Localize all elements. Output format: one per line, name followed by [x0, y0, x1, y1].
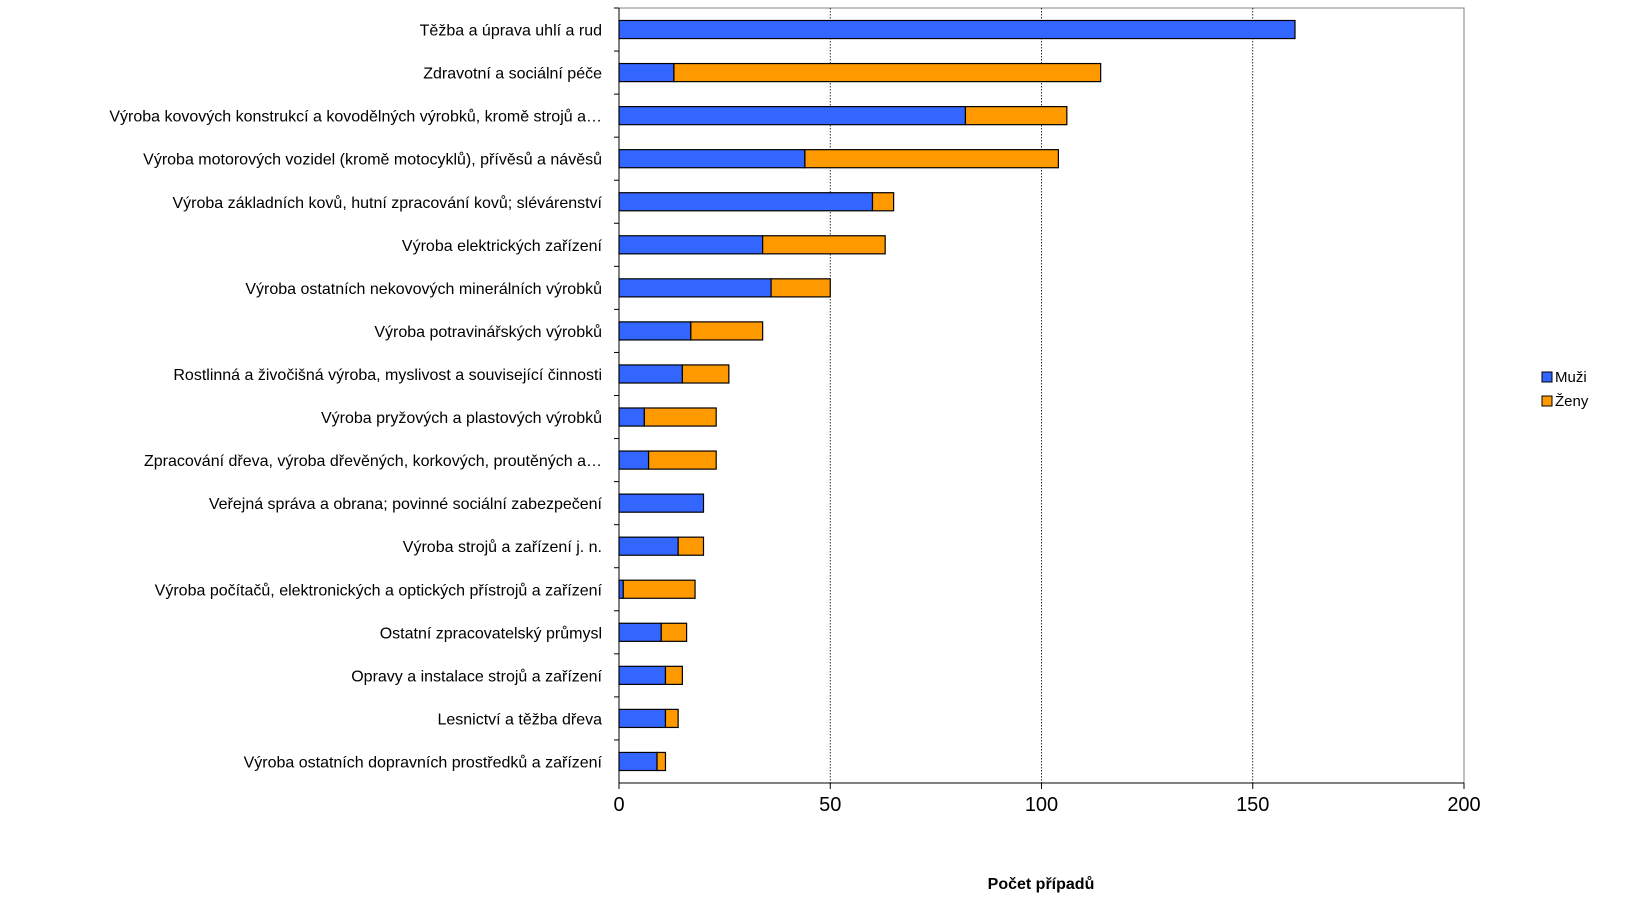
category-label: Výroba základních kovů, hutní zpracování…: [172, 194, 602, 212]
category-label: Ostatní zpracovatelský průmysl: [380, 624, 602, 642]
category-label: Veřejná správa a obrana; povinné sociáln…: [209, 496, 603, 513]
bar-zeny: [656, 751, 667, 772]
bar-muzi: [618, 364, 683, 384]
bar-muzi: [618, 149, 806, 169]
bar-muzi: [618, 450, 650, 470]
x-tick-label: 0: [613, 794, 624, 816]
legend-label: Muži: [1555, 369, 1587, 386]
bar-muzi: [618, 192, 874, 212]
legend: Muži Ženy: [1541, 369, 1589, 410]
bar-zeny: [804, 149, 1060, 169]
legend-swatch: [1541, 395, 1553, 407]
category-label: Opravy a instalace strojů a zařízení: [351, 667, 602, 685]
category-label: Výroba motorových vozidel (kromě motocyk…: [143, 151, 602, 169]
bar-muzi: [618, 407, 645, 427]
bar-muzi: [618, 235, 764, 255]
bar-muzi: [618, 536, 679, 556]
bar-zeny: [664, 665, 683, 686]
category-label: Výroba ostatních dopravních prostředků a…: [244, 753, 603, 771]
bar-muzi: [618, 493, 705, 513]
bar-zeny: [677, 536, 705, 556]
category-label: Výroba elektrických zařízení: [402, 238, 603, 255]
legend-swatch: [1541, 371, 1553, 383]
x-tick-label: 150: [1236, 794, 1269, 816]
category-labels: Těžba a úprava uhlí a rud Zdravotní a soc…: [109, 23, 602, 772]
bar-zeny: [647, 450, 717, 470]
bar-muzi: [618, 62, 675, 83]
bar-zeny: [770, 278, 831, 298]
bar-zeny: [660, 622, 688, 642]
bar-muzi: [618, 622, 662, 642]
category-label: Výroba strojů a zařízení j. n.: [403, 538, 602, 556]
bar-muzi: [618, 751, 658, 772]
legend-label: Ženy: [1555, 393, 1589, 410]
category-label: Výroba potravinářských výrobků: [374, 323, 602, 341]
bar-zeny: [643, 407, 717, 427]
bar-zeny: [762, 235, 886, 255]
bars: [618, 19, 1296, 772]
bar-zeny: [690, 321, 764, 341]
category-label: Zdravotní a sociální péče: [423, 66, 602, 83]
x-tick-label: 100: [1025, 794, 1058, 816]
bar-muzi: [618, 665, 667, 686]
x-axis: 0 50 100 150 200: [613, 7, 1481, 816]
bar-zeny: [871, 192, 895, 212]
category-label: Zpracování dřeva, výroba dřevěných, kork…: [144, 453, 602, 470]
bar-muzi: [618, 708, 667, 729]
bar-muzi: [618, 321, 692, 341]
bar-muzi: [618, 105, 967, 126]
category-label: Výroba pryžových a plastových výrobků: [321, 409, 602, 427]
category-label: Výroba kovových konstrukcí a kovodělných…: [109, 108, 602, 126]
category-label: Výroba počítačů, elektronických a optick…: [155, 581, 603, 599]
bar-zeny: [673, 62, 1102, 83]
category-label: Lesnictví a těžba dřeva: [437, 711, 602, 728]
category-label: Rostlinná a živočišná výroba, myslivost …: [173, 367, 602, 384]
x-tick-label: 200: [1447, 794, 1480, 816]
x-tick-label: 50: [819, 794, 841, 816]
bar-zeny: [664, 708, 679, 729]
bar-zeny: [622, 579, 696, 599]
bar-zeny: [681, 364, 730, 384]
x-axis-title: Počet případů: [988, 876, 1095, 893]
bar-muzi: [618, 19, 1296, 40]
bar-muzi: [618, 579, 624, 599]
bar-muzi: [618, 278, 772, 298]
bar-zeny: [964, 105, 1068, 126]
category-label: Výroba ostatních nekovových minerálních …: [245, 280, 602, 298]
category-label: Těžba a úprava uhlí a rud: [420, 23, 602, 40]
